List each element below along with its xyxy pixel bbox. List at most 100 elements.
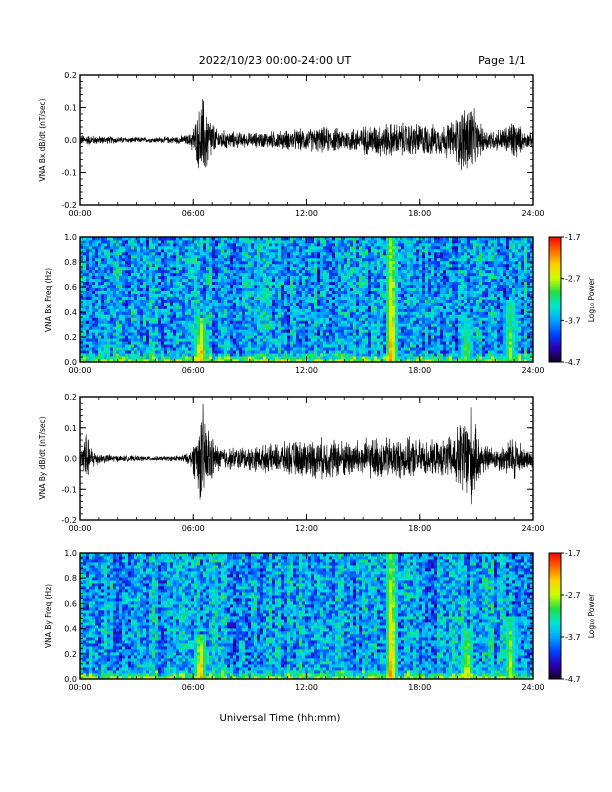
spectrogram-cell bbox=[116, 347, 120, 351]
spectrogram-cell bbox=[248, 302, 252, 306]
spectrogram-cell bbox=[275, 344, 279, 348]
spectrogram-cell bbox=[134, 287, 138, 291]
spectrogram-cell bbox=[89, 263, 93, 268]
spectrogram-cell bbox=[422, 290, 426, 294]
spectrogram-cell bbox=[425, 263, 429, 268]
spectrogram-cell bbox=[407, 326, 411, 330]
spectrogram-cell bbox=[197, 248, 201, 253]
spectrogram-cell bbox=[344, 284, 348, 288]
spectrogram-cell bbox=[392, 305, 396, 309]
spectrogram-cell bbox=[95, 260, 99, 265]
spectrogram-cell bbox=[326, 317, 330, 321]
spectrogram-cell bbox=[140, 323, 144, 327]
spectrogram-cell bbox=[107, 245, 111, 250]
spectrogram-cell bbox=[212, 257, 216, 262]
spectrogram-cell bbox=[287, 287, 291, 291]
spectrogram-cell bbox=[170, 314, 174, 318]
spectrogram-cell bbox=[350, 251, 354, 256]
spectrogram-cell bbox=[290, 308, 294, 312]
spectrogram-cell bbox=[338, 278, 342, 283]
spectrogram-cell bbox=[170, 248, 174, 253]
spectrogram-cell bbox=[167, 260, 171, 265]
spectrogram-cell bbox=[131, 335, 135, 339]
spectrogram-cell bbox=[347, 320, 351, 324]
spectrogram-cell bbox=[215, 338, 219, 342]
spectrogram-cell bbox=[344, 353, 348, 357]
spectrogram-cell bbox=[92, 284, 96, 288]
spectrogram-cell bbox=[176, 323, 180, 327]
spectrogram-cell bbox=[182, 350, 186, 354]
spectrogram-cell bbox=[311, 350, 315, 354]
spectrogram-cell bbox=[251, 335, 255, 339]
spectrogram-cell bbox=[251, 314, 255, 318]
spectrogram-cell bbox=[293, 269, 297, 274]
y-tick-label: 0.1 bbox=[64, 104, 77, 113]
spectrogram-cell bbox=[107, 341, 111, 345]
spectrogram-cell bbox=[197, 251, 201, 256]
spectrogram-cell bbox=[95, 323, 99, 327]
spectrogram-cell bbox=[278, 314, 282, 318]
spectrogram-cell bbox=[416, 305, 420, 309]
spectrogram-cell bbox=[392, 335, 396, 339]
spectrogram-cell bbox=[212, 302, 216, 306]
spectrogram-cell bbox=[137, 278, 141, 283]
spectrogram-cell bbox=[218, 293, 222, 297]
spectrogram-cell bbox=[332, 287, 336, 291]
spectrogram-cell bbox=[215, 260, 219, 265]
spectrogram-cell bbox=[158, 320, 162, 324]
spectrogram-cell bbox=[224, 260, 228, 265]
spectrogram-cell bbox=[170, 251, 174, 256]
spectrogram-cell bbox=[359, 269, 363, 274]
spectrogram-cell bbox=[233, 281, 237, 286]
spectrogram-cell bbox=[149, 338, 153, 342]
spectrogram-cell bbox=[338, 284, 342, 288]
spectrogram-cell bbox=[134, 347, 138, 351]
spectrogram-cell bbox=[155, 302, 159, 306]
spectrogram-cell bbox=[362, 275, 366, 280]
spectrogram-cell bbox=[317, 245, 321, 250]
spectrogram-cell bbox=[263, 326, 267, 330]
spectrogram-cell bbox=[140, 338, 144, 342]
spectrogram-cell bbox=[296, 338, 300, 342]
spectrogram-cell bbox=[245, 353, 249, 357]
spectrogram-cell bbox=[200, 263, 204, 268]
spectrogram-cell bbox=[221, 323, 225, 327]
spectrogram-cell bbox=[206, 326, 210, 330]
spectrogram-cell bbox=[380, 335, 384, 339]
spectrogram-cell bbox=[137, 329, 141, 333]
spectrogram-cell bbox=[386, 239, 390, 244]
spectrogram-cell bbox=[104, 275, 108, 280]
spectrogram-cell bbox=[407, 293, 411, 297]
spectrogram-cell bbox=[368, 341, 372, 345]
spectrogram-cell bbox=[308, 302, 312, 306]
spectrogram-cell bbox=[170, 356, 174, 360]
spectrogram-cell bbox=[140, 257, 144, 262]
spectrogram-cell bbox=[83, 237, 87, 241]
spectrogram-cell bbox=[242, 359, 246, 363]
spectrogram-cell bbox=[281, 278, 285, 283]
spectrogram-cell bbox=[128, 356, 132, 360]
spectrogram-cell bbox=[272, 359, 276, 363]
spectrogram-cell bbox=[242, 338, 246, 342]
spectrogram-cell bbox=[110, 251, 114, 256]
spectrogram-cell bbox=[419, 353, 423, 357]
spectrogram-cell bbox=[140, 239, 144, 244]
spectrogram-cell bbox=[176, 320, 180, 324]
spectrogram-cell bbox=[179, 263, 183, 268]
spectrogram-cell bbox=[314, 245, 318, 250]
spectrogram-cell bbox=[95, 290, 99, 294]
spectrogram-cell bbox=[329, 269, 333, 274]
spectrogram-cell bbox=[206, 338, 210, 342]
spectrogram-cell bbox=[86, 356, 90, 360]
spectrogram-cell bbox=[383, 248, 387, 253]
spectrogram-cell bbox=[194, 314, 198, 318]
spectrogram-cell bbox=[107, 359, 111, 363]
spectrogram-cell bbox=[134, 239, 138, 244]
spectrogram-cell bbox=[134, 266, 138, 271]
spectrogram-cell bbox=[308, 284, 312, 288]
spectrogram-cell bbox=[338, 281, 342, 286]
spectrogram-cell bbox=[287, 237, 291, 241]
spectrogram-cell bbox=[290, 347, 294, 351]
spectrogram-cell bbox=[275, 248, 279, 253]
spectrogram-cell bbox=[374, 251, 378, 256]
